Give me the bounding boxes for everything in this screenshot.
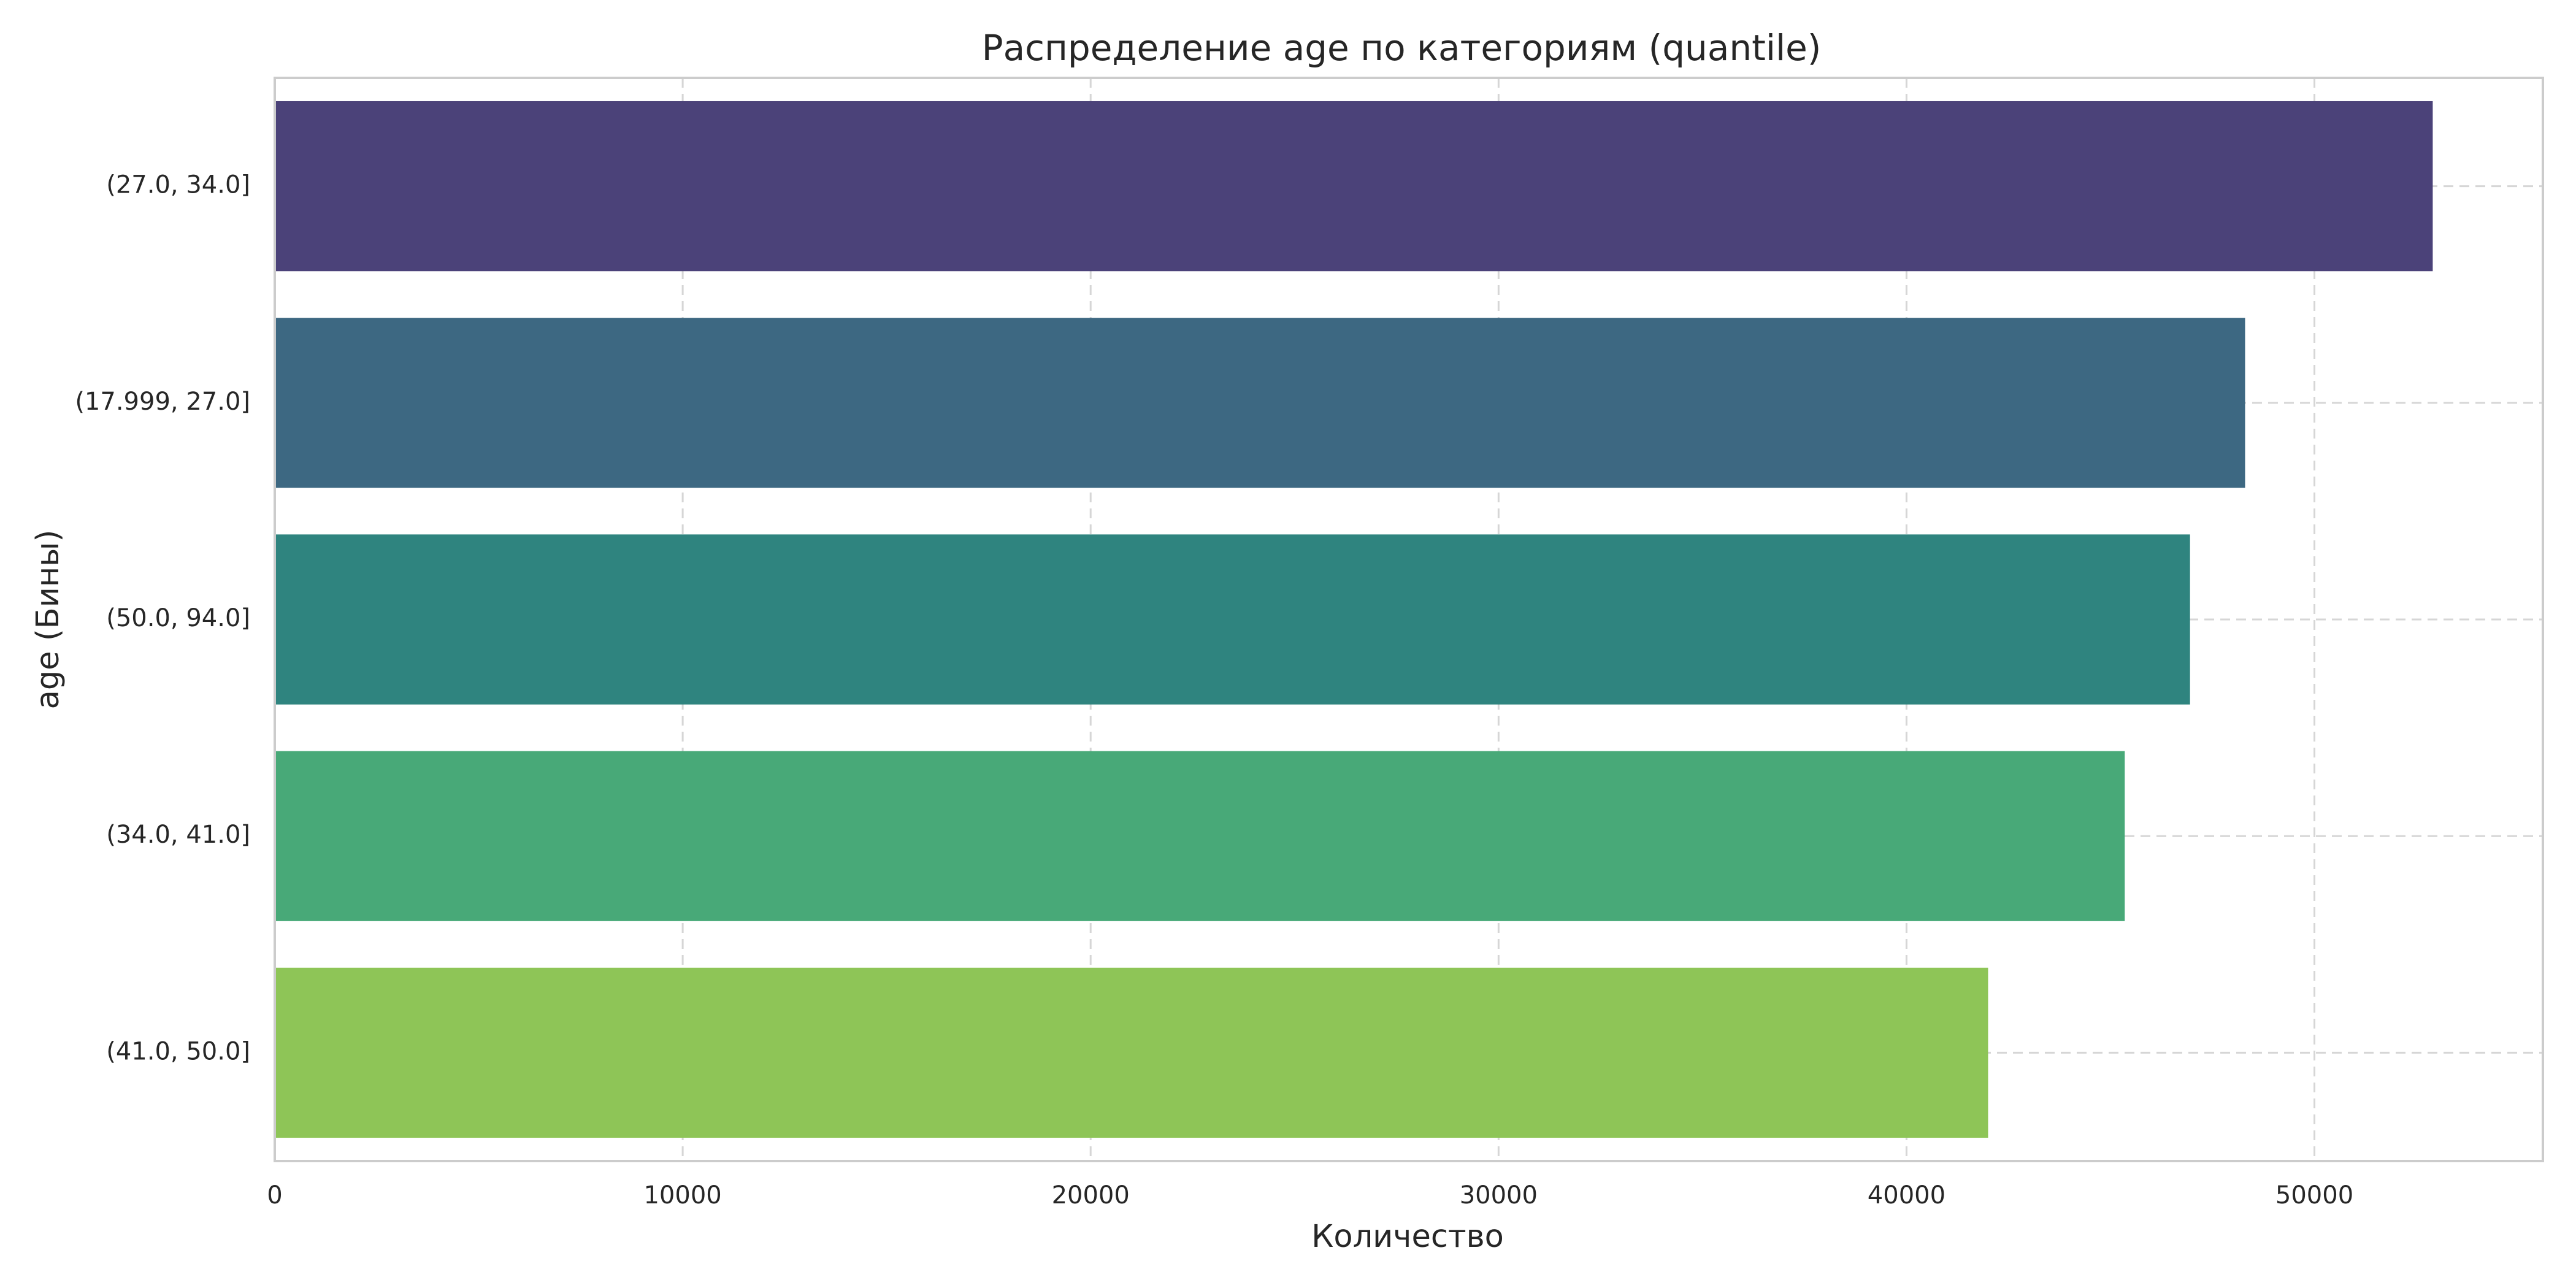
bar-0 bbox=[275, 101, 2433, 272]
x-tick-label-0: 0 bbox=[267, 1181, 282, 1209]
y-tick-labels: (27.0, 34.0] (17.999, 27.0] (50.0, 94.0] (3… bbox=[75, 171, 250, 1066]
x-axis-label: Количество bbox=[1311, 1219, 1504, 1255]
bar-2 bbox=[275, 534, 2190, 705]
x-tick-label-4: 40000 bbox=[1868, 1181, 1945, 1209]
x-tick-label-1: 10000 bbox=[643, 1181, 721, 1209]
bars bbox=[275, 101, 2433, 1138]
chart-title: Распределение age по категориям (quantil… bbox=[982, 27, 1822, 69]
bar-4 bbox=[275, 967, 1988, 1138]
x-tick-label-3: 30000 bbox=[1460, 1181, 1538, 1209]
x-tick-labels: 0 10000 20000 30000 40000 50000 bbox=[267, 1181, 2353, 1209]
x-tick-label-2: 20000 bbox=[1052, 1181, 1130, 1209]
y-tick-label-3: (34.0, 41.0] bbox=[106, 821, 250, 849]
y-tick-label-4: (41.0, 50.0] bbox=[106, 1037, 250, 1065]
y-tick-label-2: (50.0, 94.0] bbox=[106, 604, 250, 632]
bar-1 bbox=[275, 318, 2245, 488]
y-tick-label-0: (27.0, 34.0] bbox=[106, 171, 250, 199]
y-tick-label-1: (17.999, 27.0] bbox=[75, 388, 250, 416]
y-axis-label: age (Бины) bbox=[30, 530, 66, 710]
plot-frame bbox=[274, 77, 2544, 1162]
bar-3 bbox=[275, 751, 2125, 921]
x-tick-label-5: 50000 bbox=[2275, 1181, 2353, 1209]
